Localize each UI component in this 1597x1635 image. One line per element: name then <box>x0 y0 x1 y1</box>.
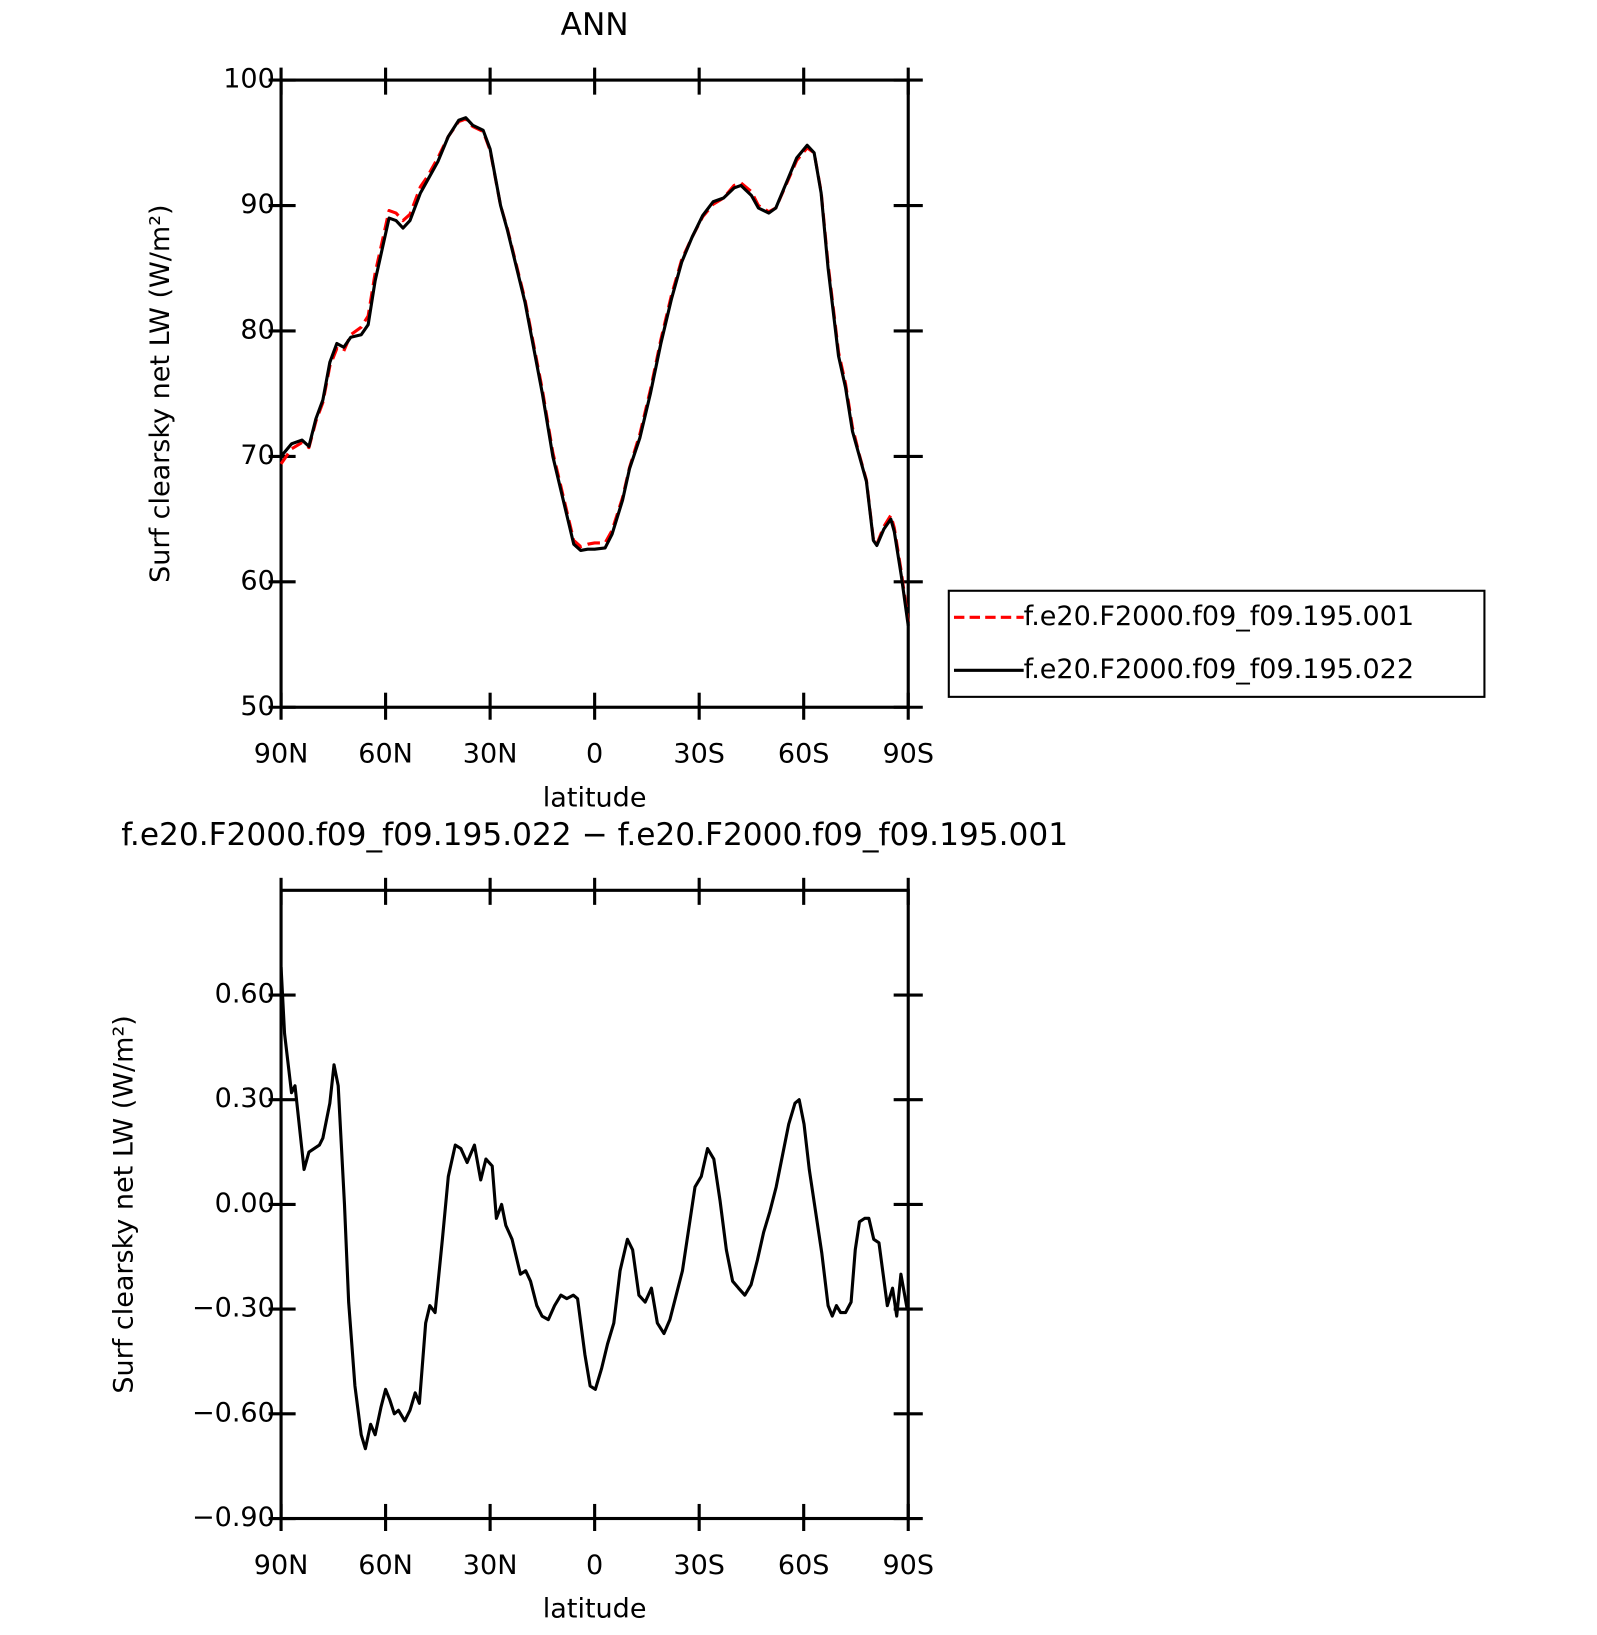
data-line <box>279 967 909 1451</box>
legend-label: f.e20.F2000.f09_f09.195.001 <box>1024 601 1414 632</box>
y-tick-label: −0.90 <box>192 1502 275 1533</box>
y-tick-label: 0.30 <box>215 1083 275 1114</box>
y-tick-label: 0.60 <box>215 979 275 1010</box>
y-tick-label: 60 <box>240 565 274 596</box>
x-tick-label: 60S <box>778 739 830 770</box>
y-tick-label: 90 <box>240 189 274 220</box>
x-tick-label: 30S <box>673 739 725 770</box>
y-tick-label: 100 <box>223 64 275 95</box>
x-tick-label: 90S <box>882 1550 934 1581</box>
x-tick-label: 0 <box>586 1550 603 1581</box>
y-tick-label: 50 <box>240 691 274 722</box>
chart-title: f.e20.F2000.f09_f09.195.022 − f.e20.F200… <box>121 817 1068 853</box>
y-tick-label: 0.00 <box>215 1188 275 1219</box>
x-axis-label: latitude <box>543 1594 647 1625</box>
x-tick-label: 60S <box>778 1550 830 1581</box>
data-line <box>279 116 910 626</box>
legend-box <box>947 589 1486 698</box>
y-tick-label: −0.60 <box>192 1397 275 1428</box>
x-tick-label: 60N <box>358 1550 413 1581</box>
x-tick-label: 30S <box>673 1550 725 1581</box>
y-tick-label: 80 <box>240 314 274 345</box>
x-tick-label: 90S <box>882 739 934 770</box>
x-tick-label: 90N <box>254 1550 309 1581</box>
y-tick-label: −0.30 <box>192 1293 275 1324</box>
x-tick-label: 0 <box>586 739 603 770</box>
y-axis-label: Surf clearsky net LW (W/m²) <box>109 1015 140 1394</box>
x-tick-label: 30N <box>463 739 518 770</box>
y-tick-label: 70 <box>240 440 274 471</box>
data-line <box>279 117 910 623</box>
legend-label: f.e20.F2000.f09_f09.195.022 <box>1024 654 1414 685</box>
chart-title: ANN <box>561 7 629 43</box>
x-tick-label: 30N <box>463 1550 518 1581</box>
y-axis-label: Surf clearsky net LW (W/m²) <box>145 204 176 583</box>
x-tick-label: 60N <box>358 739 413 770</box>
plot-frame <box>279 78 910 709</box>
x-axis-label: latitude <box>543 782 647 813</box>
x-tick-label: 90N <box>254 739 309 770</box>
